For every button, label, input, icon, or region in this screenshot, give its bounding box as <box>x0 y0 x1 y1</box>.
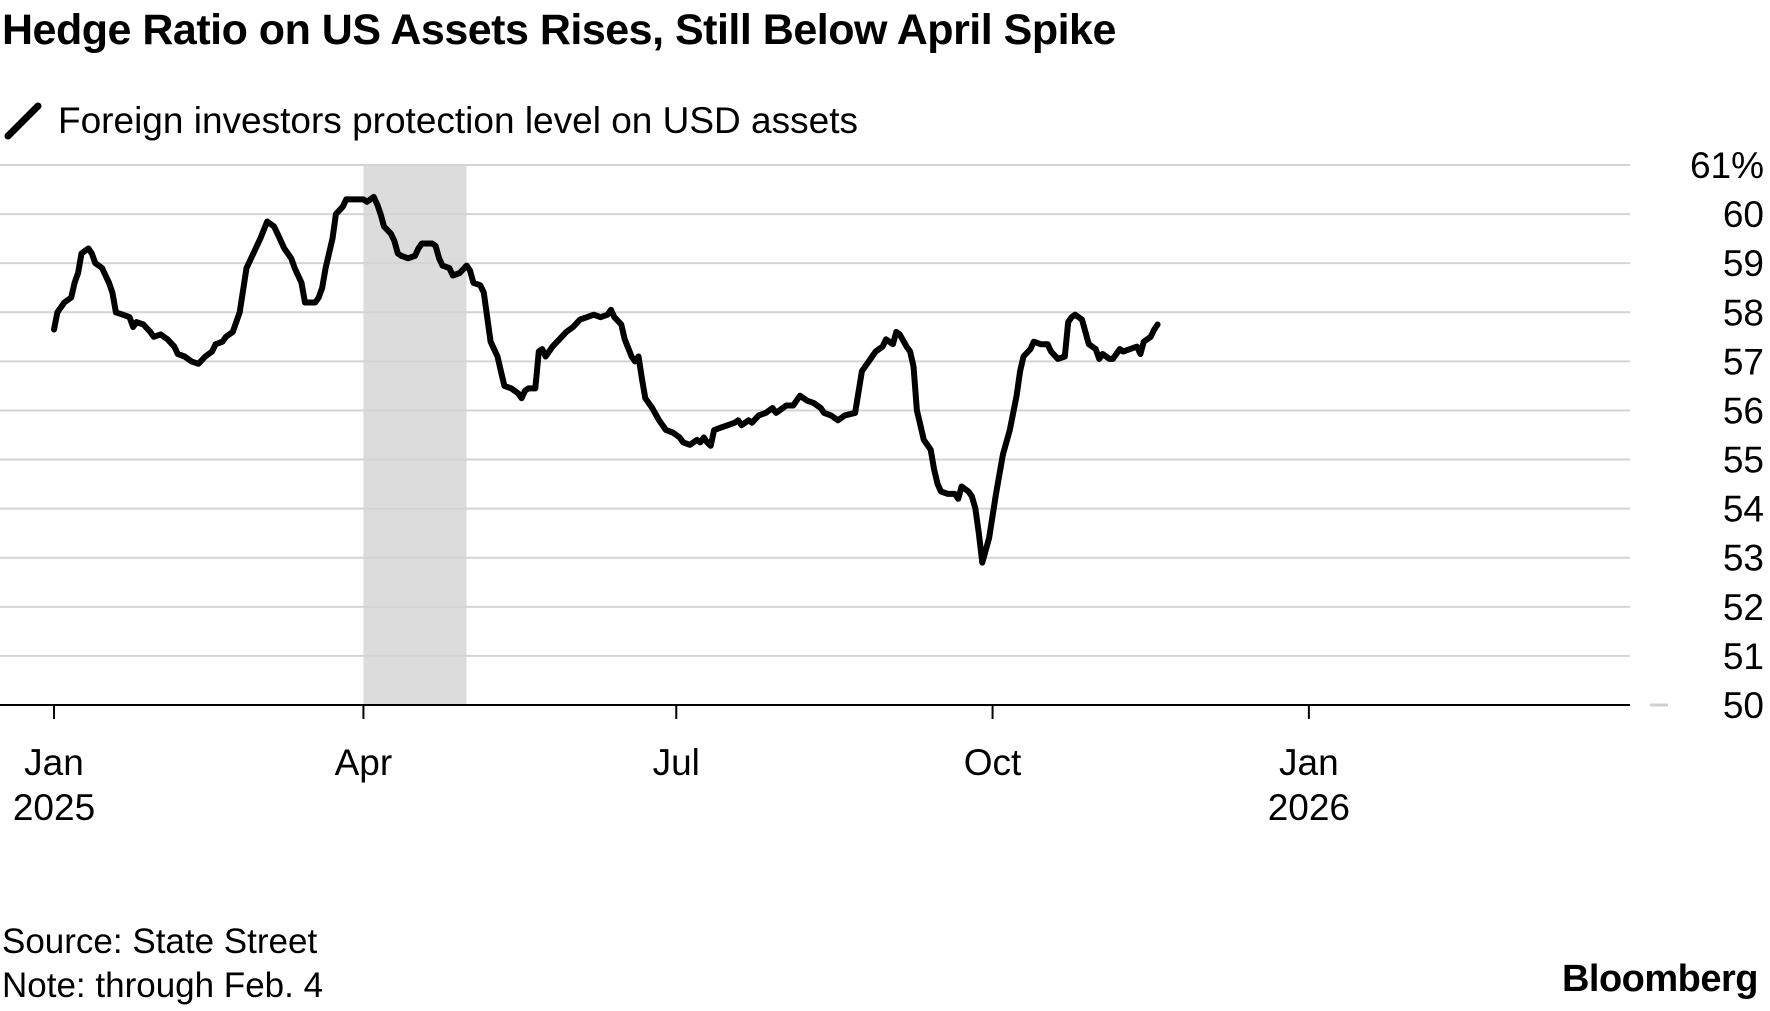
y-tick-label: 53 <box>1723 538 1764 579</box>
x-tick-label: Apr <box>335 742 393 783</box>
y-tick-label: 57 <box>1723 341 1764 382</box>
data-note: Note: through Feb. 4 <box>2 966 324 1005</box>
y-tick-label: 60 <box>1723 194 1764 235</box>
bloomberg-logo: Bloomberg <box>1561 958 1759 1000</box>
y-tick-label: 51 <box>1723 636 1764 677</box>
x-tick-label: Jul <box>653 742 700 783</box>
series-line <box>51 193 1161 566</box>
x-tick-year-label: 2025 <box>13 787 95 828</box>
x-tick-year-label: 2026 <box>1268 787 1350 828</box>
y-tick-label: 56 <box>1723 390 1764 431</box>
y-tick-labels-group: 61% 60 59 58 57 56 55 54 53 52 51 50 <box>1690 145 1764 726</box>
legend: Foreign investors protection level on US… <box>2 96 858 146</box>
legend-label: Foreign investors protection level on US… <box>58 100 858 141</box>
x-axis-group <box>0 704 1630 719</box>
x-tick-label: Jan <box>1279 742 1339 783</box>
gridlines-group <box>0 164 1668 707</box>
y-tick-label: 59 <box>1723 243 1764 284</box>
highlight-band-group <box>363 165 467 705</box>
x-tick-label: Jan <box>24 742 84 783</box>
source-note: Source: State Street <box>2 922 318 961</box>
chart-title: Hedge Ratio on US Assets Rises, Still Be… <box>2 6 1116 54</box>
y-tick-label: 54 <box>1723 489 1764 530</box>
line-swatch-icon <box>4 102 42 140</box>
y-tick-label: 55 <box>1723 440 1764 481</box>
y-tick-label: 61% <box>1690 145 1764 186</box>
y-tick-label: 58 <box>1723 292 1764 333</box>
series-group <box>51 193 1161 566</box>
y-tick-label: 50 <box>1723 685 1764 726</box>
x-tick-label: Oct <box>964 742 1022 783</box>
highlight-band <box>363 165 467 705</box>
y-tick-label: 52 <box>1723 587 1764 628</box>
